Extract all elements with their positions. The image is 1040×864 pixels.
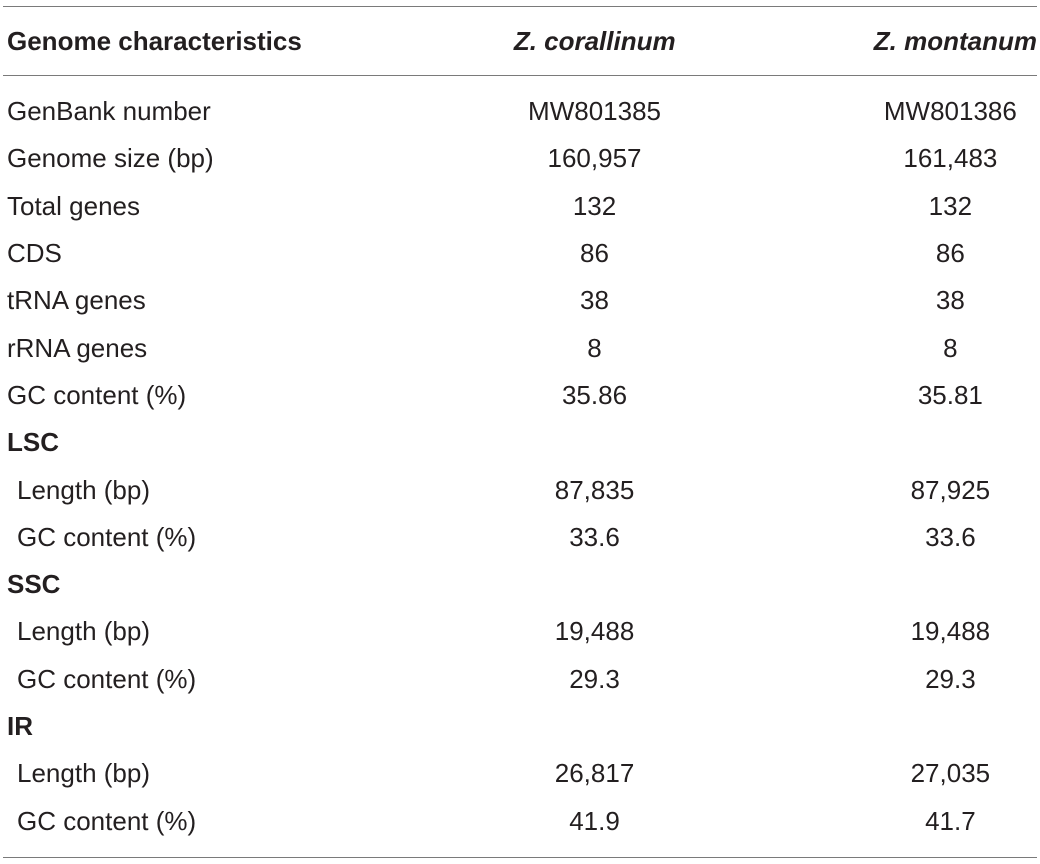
z-montanum-value: 33.6 [925, 521, 976, 552]
table-bottom-rule [3, 856, 1037, 858]
table-row: GC content (%) 33.6 33.6 [3, 514, 1037, 561]
table-row: Genome size (bp) 160,957 161,483 [3, 135, 1037, 182]
table-row: Length (bp) 19,488 19,488 [3, 608, 1037, 655]
table-row: tRNA genes 38 38 [3, 277, 1037, 324]
table-section-row: SSC [3, 561, 1037, 608]
row-label: rRNA genes [7, 332, 148, 363]
z-montanum-value: MW801386 [883, 96, 1017, 127]
table-header-row: Genome characteristics Z. corallinum Z. … [3, 7, 1037, 75]
table-row: CDS 86 86 [3, 230, 1037, 277]
row-label: SSC [7, 569, 61, 600]
table-row: Total genes 132 132 [3, 183, 1037, 230]
table-row: Length (bp) 87,835 87,925 [3, 466, 1037, 513]
z-corallinum-value: 87,835 [554, 474, 635, 505]
z-corallinum-value: 35.86 [561, 379, 628, 410]
row-label: Length (bp) [17, 616, 150, 647]
z-montanum-value: 132 [928, 190, 973, 221]
z-corallinum-value: 29.3 [569, 663, 620, 694]
row-label: Genome size (bp) [7, 143, 214, 174]
genome-characteristics-table: Genome characteristics Z. corallinum Z. … [3, 0, 1037, 858]
row-label: Total genes [7, 190, 140, 221]
header-genome-characteristics: Genome characteristics [7, 25, 302, 56]
table-section-row: LSC [3, 419, 1037, 466]
row-label: IR [7, 711, 33, 741]
z-corallinum-value: 38 [580, 285, 609, 316]
z-corallinum-value: 41.9 [569, 805, 620, 836]
header-z-corallinum: Z. corallinum [513, 25, 676, 56]
table-row: GC content (%) 35.86 35.81 [3, 372, 1037, 419]
row-label: tRNA genes [7, 285, 146, 316]
row-label: Length (bp) [17, 758, 150, 789]
z-corallinum-value: 160,957 [547, 143, 642, 174]
table-row: Length (bp) 26,817 27,035 [3, 750, 1037, 797]
z-corallinum-value: MW801385 [528, 96, 661, 127]
z-corallinum-value: 19,488 [554, 616, 635, 647]
row-label: GenBank number [7, 96, 211, 127]
table-row: GC content (%) 41.9 41.7 [3, 797, 1037, 844]
row-label: Length (bp) [17, 474, 150, 505]
z-montanum-value: 35.81 [917, 379, 983, 410]
z-montanum-value: 86 [935, 238, 965, 269]
table-top-rule [3, 6, 1037, 7]
z-corallinum-value: 33.6 [569, 521, 620, 552]
table-body: GenBank number MW801385 MW801386 Genome siz… [3, 76, 1037, 857]
row-label: CDS [7, 238, 62, 269]
z-corallinum-value: 26,817 [554, 758, 635, 789]
z-montanum-value: 29.3 [925, 663, 976, 694]
z-corallinum-value: 8 [587, 332, 602, 363]
z-montanum-value: 38 [935, 285, 965, 316]
z-montanum-value: 161,483 [903, 143, 998, 174]
row-label: GC content (%) [7, 379, 187, 410]
row-label: LSC [7, 427, 59, 458]
row-label: GC content (%) [17, 805, 197, 836]
table-section-row: IR [3, 703, 1037, 750]
table-header-rule [3, 75, 1037, 76]
z-montanum-value: 87,925 [910, 474, 991, 505]
z-montanum-value: 19,488 [910, 616, 991, 647]
z-montanum-value: 27,035 [910, 758, 991, 789]
table-row: GenBank number MW801385 MW801386 [3, 88, 1037, 135]
table-row: rRNA genes 8 8 [3, 324, 1037, 371]
z-corallinum-value: 86 [580, 238, 609, 269]
header-z-montanum: Z. montanum [873, 25, 1037, 56]
z-montanum-value: 8 [943, 332, 958, 363]
z-montanum-value: 41.7 [925, 805, 976, 836]
z-corallinum-value: 132 [572, 190, 617, 221]
row-label: GC content (%) [17, 663, 197, 694]
row-label: GC content (%) [17, 521, 197, 552]
table-row: GC content (%) 29.3 29.3 [3, 656, 1037, 703]
